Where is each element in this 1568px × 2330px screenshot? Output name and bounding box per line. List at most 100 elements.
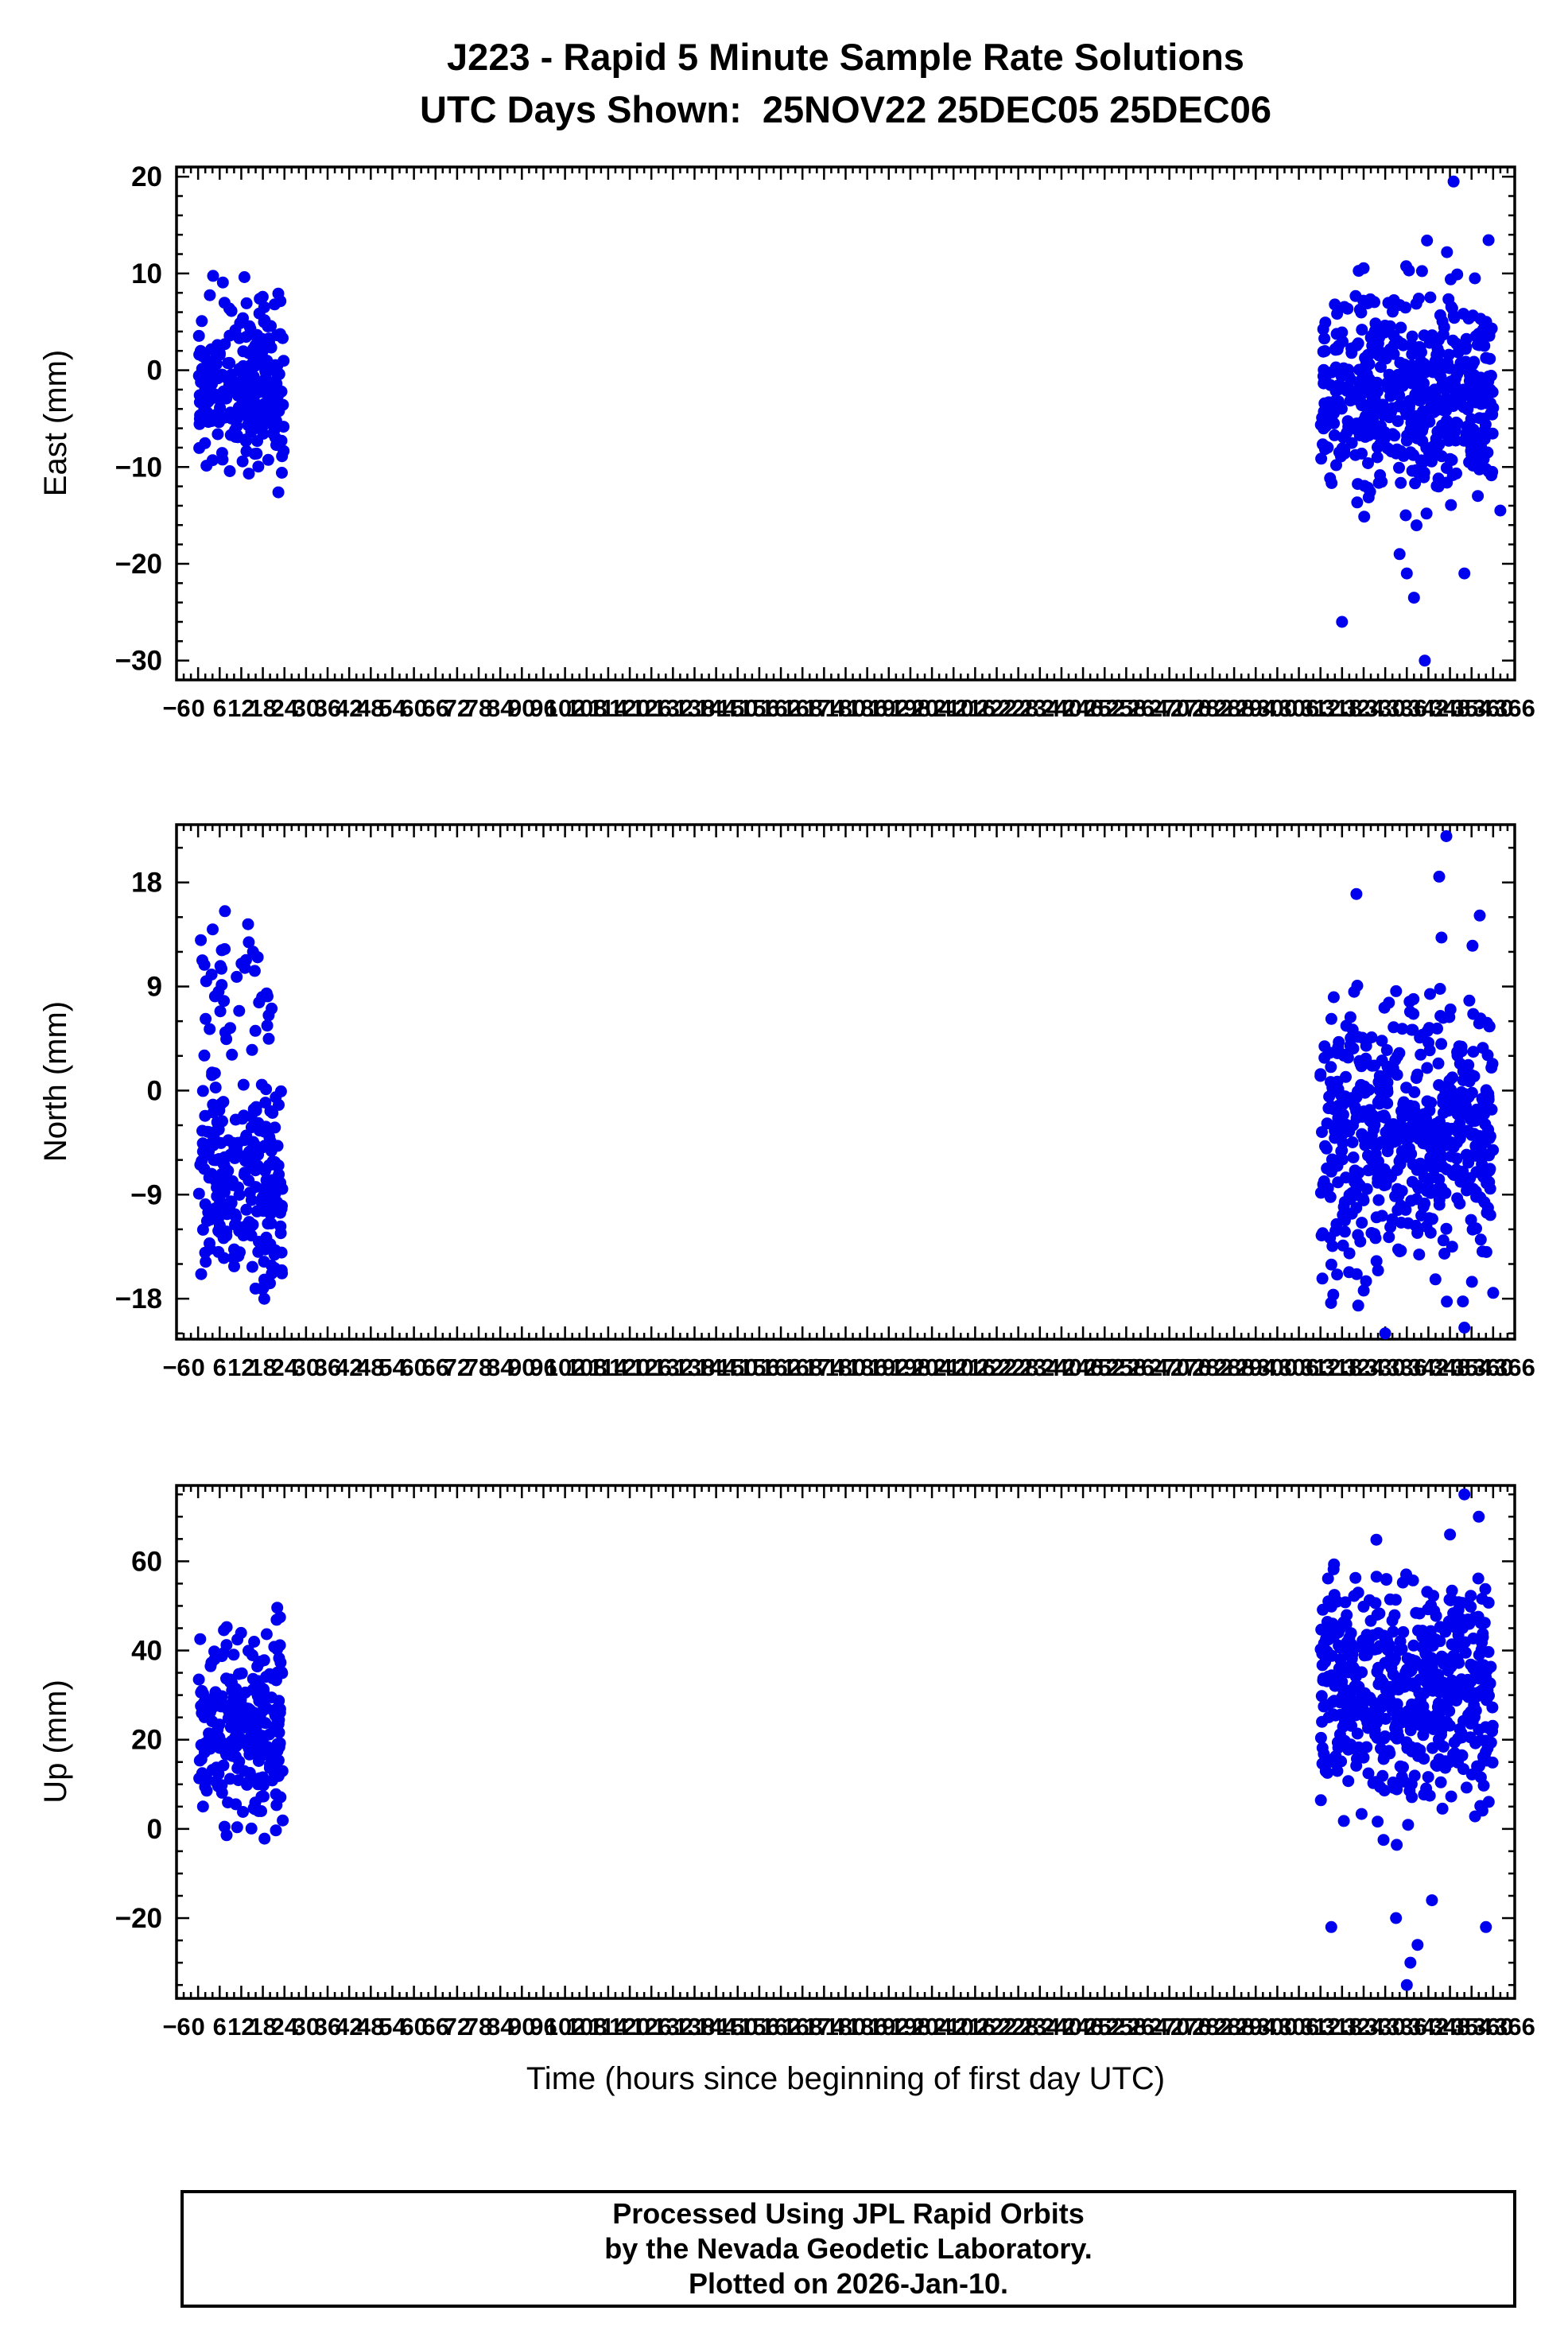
svg-text:354: 354 bbox=[1451, 1353, 1492, 1381]
svg-text:162: 162 bbox=[760, 694, 801, 722]
svg-text:240: 240 bbox=[1041, 1353, 1082, 1381]
svg-text:324: 324 bbox=[1343, 694, 1384, 722]
svg-text:6: 6 bbox=[213, 1353, 227, 1381]
svg-text:294: 294 bbox=[1235, 694, 1276, 722]
tick-labels: −6 0 6 121824303642485460667278849096102108… bbox=[115, 161, 1535, 722]
svg-text:306: 306 bbox=[1279, 1353, 1320, 1381]
svg-text:132: 132 bbox=[652, 1353, 693, 1381]
svg-text:0: 0 bbox=[147, 1814, 162, 1845]
svg-text:258: 258 bbox=[1106, 2013, 1147, 2041]
svg-text:138: 138 bbox=[674, 694, 716, 722]
svg-text:0: 0 bbox=[191, 2013, 204, 2041]
svg-text:54: 54 bbox=[378, 2013, 406, 2041]
svg-text:180: 180 bbox=[825, 2013, 867, 2041]
svg-text:360: 360 bbox=[1473, 694, 1514, 722]
svg-text:84: 84 bbox=[487, 2013, 514, 2041]
svg-text:96: 96 bbox=[530, 2013, 557, 2041]
svg-text:288: 288 bbox=[1213, 2013, 1255, 2041]
svg-text:24: 24 bbox=[270, 1353, 298, 1381]
svg-text:360: 360 bbox=[1473, 2013, 1514, 2041]
svg-text:282: 282 bbox=[1192, 1353, 1233, 1381]
svg-text:288: 288 bbox=[1213, 694, 1255, 722]
svg-text:24: 24 bbox=[270, 2013, 298, 2041]
svg-text:42: 42 bbox=[336, 2013, 363, 2041]
svg-text:120: 120 bbox=[609, 2013, 650, 2041]
svg-text:12: 12 bbox=[227, 1353, 254, 1381]
svg-text:210: 210 bbox=[933, 694, 974, 722]
svg-text:192: 192 bbox=[868, 1353, 910, 1381]
svg-text:84: 84 bbox=[487, 1353, 514, 1381]
svg-text:312: 312 bbox=[1300, 694, 1341, 722]
svg-text:222: 222 bbox=[976, 2013, 1018, 2041]
svg-text:216: 216 bbox=[955, 694, 996, 722]
svg-text:312: 312 bbox=[1300, 2013, 1341, 2041]
svg-text:78: 78 bbox=[465, 694, 492, 722]
svg-text:174: 174 bbox=[804, 694, 845, 722]
svg-text:150: 150 bbox=[717, 1353, 759, 1381]
scatter-points bbox=[192, 175, 1507, 667]
svg-text:198: 198 bbox=[890, 2013, 931, 2041]
svg-text:144: 144 bbox=[696, 694, 737, 722]
svg-text:72: 72 bbox=[444, 1353, 471, 1381]
svg-text:294: 294 bbox=[1235, 1353, 1276, 1381]
svg-text:270: 270 bbox=[1149, 1353, 1190, 1381]
svg-text:264: 264 bbox=[1127, 2013, 1169, 2041]
svg-text:258: 258 bbox=[1106, 694, 1147, 722]
svg-text:366: 366 bbox=[1494, 2013, 1535, 2041]
svg-text:246: 246 bbox=[1062, 694, 1104, 722]
svg-text:222: 222 bbox=[976, 1353, 1018, 1381]
svg-text:54: 54 bbox=[378, 1353, 406, 1381]
svg-text:162: 162 bbox=[760, 2013, 801, 2041]
chart-title: J223 - Rapid 5 Minute Sample Rate Soluti… bbox=[447, 36, 1244, 78]
svg-text:96: 96 bbox=[530, 1353, 557, 1381]
svg-text:−20: −20 bbox=[115, 1903, 162, 1934]
svg-text:276: 276 bbox=[1170, 694, 1212, 722]
x-axis-title: Time (hours since beginning of first day… bbox=[526, 2061, 1166, 2096]
y-axis-label-north: North (mm) bbox=[38, 1000, 73, 1163]
svg-text:246: 246 bbox=[1062, 2013, 1104, 2041]
svg-text:102: 102 bbox=[545, 1353, 586, 1381]
svg-text:354: 354 bbox=[1451, 694, 1492, 722]
svg-text:−6: −6 bbox=[162, 2013, 190, 2041]
svg-text:234: 234 bbox=[1019, 694, 1061, 722]
svg-text:174: 174 bbox=[804, 1353, 845, 1381]
svg-text:168: 168 bbox=[782, 2013, 823, 2041]
svg-text:204: 204 bbox=[911, 694, 953, 722]
svg-text:240: 240 bbox=[1041, 694, 1082, 722]
svg-text:0: 0 bbox=[147, 1075, 162, 1106]
svg-text:30: 30 bbox=[293, 1353, 320, 1381]
svg-text:156: 156 bbox=[739, 694, 780, 722]
subplot-east: −6 0 6 121824303642485460667278849096102108… bbox=[115, 161, 1535, 722]
svg-text:102: 102 bbox=[545, 2013, 586, 2041]
svg-text:222: 222 bbox=[976, 694, 1018, 722]
svg-text:0: 0 bbox=[191, 1353, 204, 1381]
svg-text:132: 132 bbox=[652, 694, 693, 722]
svg-text:174: 174 bbox=[804, 2013, 845, 2041]
svg-text:108: 108 bbox=[566, 1353, 607, 1381]
svg-text:96: 96 bbox=[530, 694, 557, 722]
svg-text:300: 300 bbox=[1257, 2013, 1298, 2041]
plot-frame bbox=[175, 1484, 1516, 2000]
footer-line-3: Plotted on 2026-Jan-10. bbox=[688, 2267, 1009, 2300]
svg-text:114: 114 bbox=[588, 694, 629, 722]
svg-text:36: 36 bbox=[314, 694, 341, 722]
svg-text:348: 348 bbox=[1430, 1353, 1471, 1381]
svg-text:240: 240 bbox=[1041, 2013, 1082, 2041]
plot-frame bbox=[175, 165, 1516, 682]
svg-text:276: 276 bbox=[1170, 2013, 1212, 2041]
svg-text:6: 6 bbox=[213, 694, 227, 722]
svg-text:366: 366 bbox=[1494, 694, 1535, 722]
svg-text:192: 192 bbox=[868, 694, 910, 722]
axis-ticks bbox=[175, 1485, 1516, 1998]
svg-text:60: 60 bbox=[131, 1546, 162, 1577]
svg-text:354: 354 bbox=[1451, 2013, 1492, 2041]
svg-text:318: 318 bbox=[1322, 1353, 1363, 1381]
svg-text:30: 30 bbox=[293, 2013, 320, 2041]
svg-text:42: 42 bbox=[336, 694, 363, 722]
svg-text:336: 336 bbox=[1386, 694, 1427, 722]
svg-text:144: 144 bbox=[696, 1353, 737, 1381]
svg-text:108: 108 bbox=[566, 694, 607, 722]
svg-text:318: 318 bbox=[1322, 2013, 1363, 2041]
svg-text:−9: −9 bbox=[130, 1179, 162, 1210]
